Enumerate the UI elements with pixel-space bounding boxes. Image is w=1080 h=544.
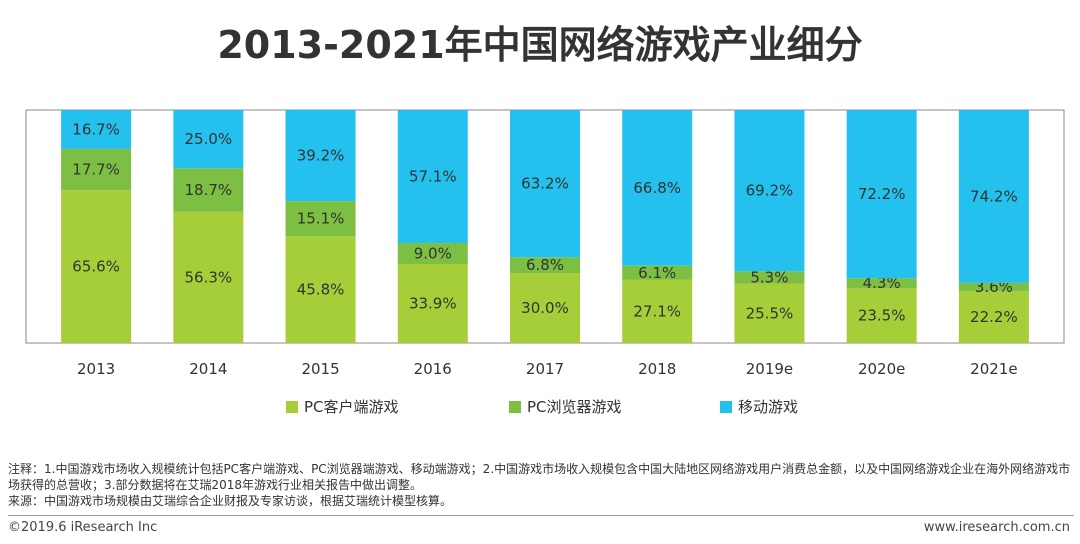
x-tick-label-2014: 2014 <box>189 360 227 378</box>
bar-2021e-series-0 <box>958 291 1029 343</box>
data-label-2017-series-0: 30.0% <box>521 299 569 317</box>
bar-2016-series-2 <box>397 110 468 244</box>
legend-label-1: PC浏览器游戏 <box>527 398 622 416</box>
data-label-2020e-series-0: 23.5% <box>858 307 906 325</box>
bar-2018-series-0 <box>622 279 693 343</box>
x-tick-label-2018: 2018 <box>638 360 676 378</box>
data-label-2019e-series-1: 5.3% <box>750 268 788 286</box>
footer-website: www.iresearch.com.cn <box>923 520 1070 535</box>
bar-2021e-series-1 <box>958 282 1029 292</box>
data-label-2020e-series-1: 4.3% <box>863 274 901 292</box>
x-tick-label-2020e: 2020e <box>858 360 905 378</box>
chart-title: 2013-2021年中国网络游戏产业细分 <box>217 23 863 67</box>
data-label-2021e-series-0: 22.2% <box>970 308 1018 326</box>
bar-2019e-series-0 <box>734 283 805 343</box>
stacked-bar-chart: 65.6% 17.7% 16.7% 2013 56.3% 18.7% 25.0% 2014 45… <box>25 109 1065 416</box>
data-label-2013-series-2: 16.7% <box>72 120 120 138</box>
bar-2017-series-0 <box>510 273 580 343</box>
data-label-2016-series-2: 57.1% <box>409 168 457 186</box>
bar-2021e-series-2 <box>958 110 1029 283</box>
bar-2020e-series-2 <box>846 110 917 279</box>
legend-label-2: 移动游戏 <box>738 398 798 416</box>
data-label-2017-series-2: 63.2% <box>521 175 569 193</box>
bar-2016-series-1 <box>397 243 468 265</box>
source-text: 来源：中国游戏市场规模由艾瑞综合企业财报及专家访谈，根据艾瑞统计模型核算。 <box>8 494 453 508</box>
data-label-2018-series-2: 66.8% <box>633 179 681 197</box>
x-tick-label-2019e: 2019e <box>746 360 793 378</box>
data-label-2015-series-2: 39.2% <box>297 146 345 164</box>
data-label-2013-series-1: 17.7% <box>72 161 120 179</box>
legend-swatch-2 <box>720 401 732 413</box>
bar-2018-series-1 <box>622 265 693 280</box>
data-label-2018-series-0: 27.1% <box>633 302 681 320</box>
bar-2018-series-2 <box>622 110 693 266</box>
bar-2013-series-2 <box>61 110 132 149</box>
x-tick-label-2015: 2015 <box>301 360 339 378</box>
bar-2016-series-0 <box>397 264 468 343</box>
bar-2015-series-1 <box>285 201 356 237</box>
bar-2020e-series-1 <box>846 278 917 289</box>
data-label-2014-series-1: 18.7% <box>185 181 233 199</box>
data-label-2015-series-0: 45.8% <box>297 281 345 299</box>
data-label-2019e-series-0: 25.5% <box>746 304 794 322</box>
bar-2013-series-1 <box>61 148 132 191</box>
x-tick-label-2016: 2016 <box>414 360 452 378</box>
bar-2019e-series-1 <box>734 271 805 284</box>
bar-2017-series-1 <box>510 257 580 274</box>
data-label-2016-series-1: 9.0% <box>414 245 452 263</box>
data-label-2014-series-0: 56.3% <box>185 268 233 286</box>
legend-swatch-0 <box>286 401 298 413</box>
x-tick-label-2017: 2017 <box>526 360 564 378</box>
legend-label-0: PC客户端游戏 <box>304 398 399 416</box>
note-text: 注释：1.中国游戏市场收入规模统计包括PC客户端游戏、PC浏览器端游戏、移动端游… <box>8 462 1071 492</box>
bar-2014-series-1 <box>173 168 244 212</box>
data-label-2021e-series-2: 74.2% <box>970 187 1018 205</box>
bar-2019e-series-2 <box>734 110 805 272</box>
data-label-2019e-series-2: 69.2% <box>746 182 794 200</box>
data-label-2014-series-2: 25.0% <box>185 130 233 148</box>
footer-copyright: ©2019.6 iResearch Inc <box>8 520 158 535</box>
x-tick-label-2021e: 2021e <box>970 360 1017 378</box>
notes-block: 注释：1.中国游戏市场收入规模统计包括PC客户端游戏、PC浏览器端游戏、移动端游… <box>8 461 1074 509</box>
data-label-2013-series-0: 65.6% <box>72 258 120 276</box>
x-tick-label-2013: 2013 <box>77 360 115 378</box>
bar-2014-series-0 <box>173 211 244 343</box>
bar-2014-series-2 <box>173 110 244 169</box>
bar-2020e-series-0 <box>846 288 917 343</box>
legend-swatch-1 <box>509 401 521 413</box>
data-label-2018-series-1: 6.1% <box>638 264 676 282</box>
data-label-2017-series-1: 6.8% <box>526 256 564 274</box>
data-label-2020e-series-2: 72.2% <box>858 185 906 203</box>
footer-divider <box>8 515 1074 516</box>
bar-2015-series-2 <box>285 109 356 202</box>
bar-2017-series-2 <box>510 110 580 258</box>
data-label-2015-series-1: 15.1% <box>297 210 345 228</box>
bar-2013-series-0 <box>61 190 132 343</box>
bar-2015-series-0 <box>285 236 356 343</box>
data-label-2016-series-0: 33.9% <box>409 295 457 313</box>
